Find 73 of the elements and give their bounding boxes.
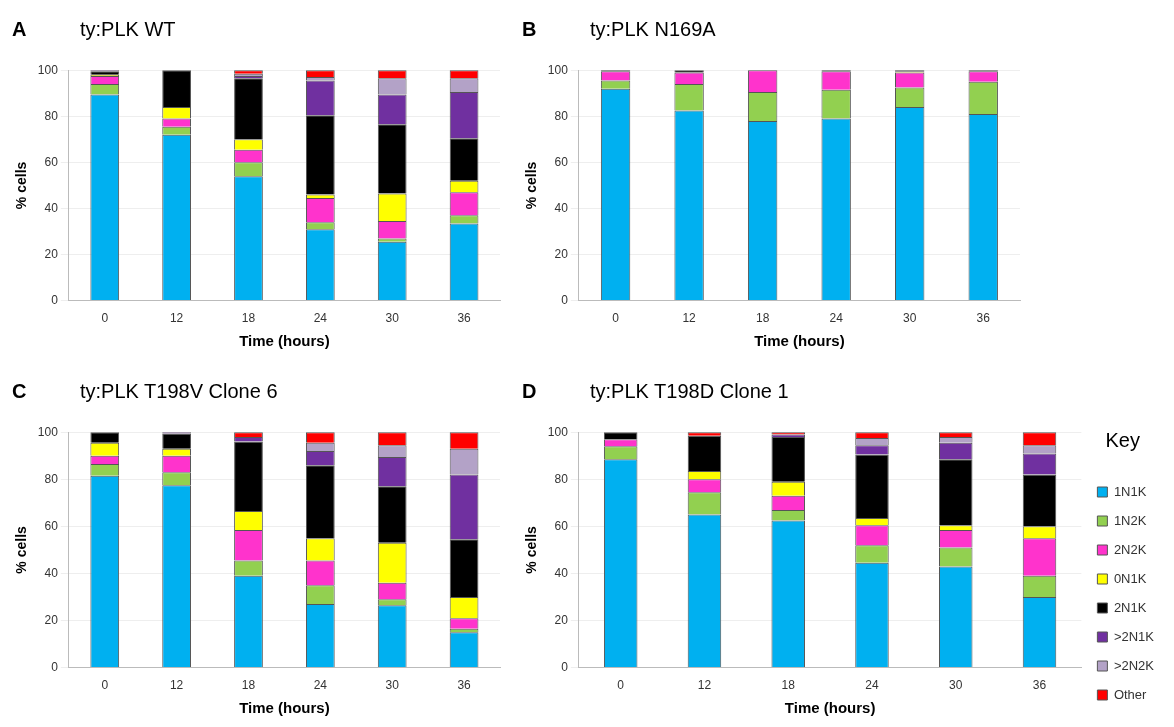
y-tick-label: 80 — [44, 471, 59, 486]
y-tick-label: 40 — [44, 565, 59, 580]
y-tick-label: 80 — [554, 108, 569, 123]
x-tick-label: 24 — [313, 311, 328, 326]
legend-label: 1N1K — [1113, 483, 1147, 499]
legend-label: 1N2K — [1113, 512, 1147, 528]
y-tick-label: 100 — [37, 424, 59, 439]
y-tick-label: 80 — [554, 471, 569, 486]
y-tick-label: 20 — [44, 246, 59, 261]
y-tick-label: 20 — [554, 246, 569, 261]
x-axis-title: Time (hours) — [239, 332, 330, 350]
x-tick-label: 36 — [976, 311, 991, 326]
x-axis-title: Time (hours) — [239, 699, 330, 717]
x-tick-label: 30 — [385, 311, 400, 326]
legend-label: >2N1K — [1113, 628, 1155, 644]
x-tick-label: 18 — [241, 678, 256, 693]
legend-label: 0N1K — [1113, 570, 1147, 586]
y-tick-label: 60 — [44, 518, 59, 533]
x-tick-label: 12 — [169, 311, 184, 326]
legend-label: Other — [1113, 686, 1148, 702]
x-tick-label: 0 — [101, 311, 109, 326]
x-tick-label: 30 — [385, 678, 400, 693]
y-tick-label: 20 — [44, 612, 59, 627]
y-tick-label: 40 — [554, 565, 569, 580]
y-tick-label: 80 — [44, 108, 59, 123]
y-tick-label: 60 — [554, 518, 569, 533]
x-axis-title: Time (hours) — [784, 699, 876, 717]
x-tick-label: 36 — [457, 678, 472, 693]
y-tick-label: 20 — [554, 612, 569, 627]
y-tick-label: 0 — [51, 659, 59, 674]
chart-title: ty:PLK WT — [80, 18, 176, 41]
y-tick-label: 100 — [547, 62, 569, 77]
x-tick-label: 18 — [781, 678, 796, 693]
y-tick-label: 60 — [44, 154, 59, 169]
y-axis-title: % cells — [13, 161, 30, 210]
text: A — [12, 18, 27, 41]
chart-title: ty:PLK T198D Clone 1 — [590, 380, 789, 403]
x-axis-title: Time (hours) — [754, 332, 845, 350]
x-tick-label: 0 — [612, 311, 620, 326]
x-tick-label: 0 — [617, 678, 625, 693]
y-axis-title: % cells — [13, 525, 30, 574]
text: C — [12, 380, 27, 403]
y-axis-title: % cells — [523, 525, 540, 574]
legend-label: 2N2K — [1113, 541, 1147, 557]
legend-title: Key — [1105, 429, 1140, 452]
x-tick-label: 24 — [829, 311, 844, 326]
x-tick-label: 36 — [457, 311, 472, 326]
x-tick-label: 0 — [101, 678, 109, 693]
y-tick-label: 0 — [561, 292, 569, 307]
x-tick-label: 24 — [313, 678, 328, 693]
x-tick-label: 12 — [169, 678, 184, 693]
x-tick-label: 30 — [949, 678, 963, 693]
x-tick-label: 36 — [1032, 678, 1047, 693]
x-tick-label: 18 — [755, 311, 770, 326]
chart-title: ty:PLK T198V Clone 6 — [80, 380, 278, 403]
y-axis-title: % cells — [523, 161, 540, 210]
x-tick-label: 24 — [865, 678, 879, 693]
y-tick-label: 40 — [554, 200, 569, 215]
legend-label: 2N1K — [1113, 599, 1147, 615]
y-tick-label: 0 — [51, 292, 59, 307]
legend-label: >2N2K — [1113, 657, 1155, 673]
y-tick-label: 60 — [554, 154, 569, 169]
x-tick-label: 12 — [682, 311, 697, 326]
text: B — [522, 18, 537, 41]
y-tick-label: 100 — [37, 62, 59, 77]
chart-title: ty:PLK N169A — [590, 18, 716, 41]
x-tick-label: 30 — [903, 311, 917, 326]
y-tick-label: 100 — [547, 424, 569, 439]
y-tick-label: 40 — [44, 200, 59, 215]
x-tick-label: 12 — [697, 678, 712, 693]
y-tick-label: 0 — [561, 659, 569, 674]
x-tick-label: 18 — [241, 311, 256, 326]
text: D — [522, 380, 537, 403]
